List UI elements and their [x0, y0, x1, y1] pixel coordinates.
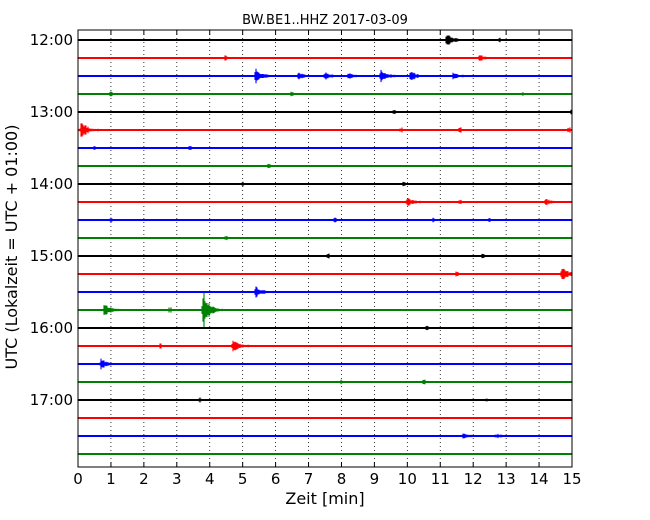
- x-tick-label: 5: [238, 470, 248, 488]
- y-tick-label: 16:00: [30, 319, 73, 337]
- x-tick-label: 2: [139, 470, 149, 488]
- y-tick-label: 14:00: [30, 175, 73, 193]
- plot-frame: [77, 29, 573, 468]
- x-tick-label: 8: [337, 470, 347, 488]
- x-tick-label: 12: [464, 470, 483, 488]
- y-tick-label: 13:00: [30, 103, 73, 121]
- x-tick-label: 7: [304, 470, 314, 488]
- x-tick-label: 11: [431, 470, 450, 488]
- seismogram-traces: [77, 35, 573, 455]
- x-tick-label: 13: [497, 470, 516, 488]
- x-tick-label: 3: [172, 470, 182, 488]
- y-tick-label: 17:00: [30, 391, 73, 409]
- x-gridlines: [110, 30, 540, 467]
- x-tick-label: 1: [106, 470, 116, 488]
- x-tick-label: 9: [370, 470, 380, 488]
- y-tick-label: 12:00: [30, 31, 73, 49]
- y-tick-label: 15:00: [30, 247, 73, 265]
- y-axis-ticks: 12:00 13:00 14:00 15:00 16:00 17:00: [30, 31, 572, 409]
- x-tick-label: 6: [271, 470, 281, 488]
- x-tick-label: 0: [73, 470, 83, 488]
- x-axis-ticks: 0 1 2 3 4 5 6 7 8 9 10 11 12 13 14 15: [73, 30, 582, 488]
- x-tick-label: 15: [562, 470, 581, 488]
- x-tick-label: 14: [530, 470, 549, 488]
- x-tick-label: 10: [398, 470, 417, 488]
- x-tick-label: 4: [205, 470, 215, 488]
- y-axis-label: UTC (Lokalzeit = UTC + 01:00): [2, 125, 21, 370]
- chart-title: BW.BE1..HHZ 2017-03-09: [242, 13, 408, 28]
- x-axis-label: Zeit [min]: [285, 489, 364, 508]
